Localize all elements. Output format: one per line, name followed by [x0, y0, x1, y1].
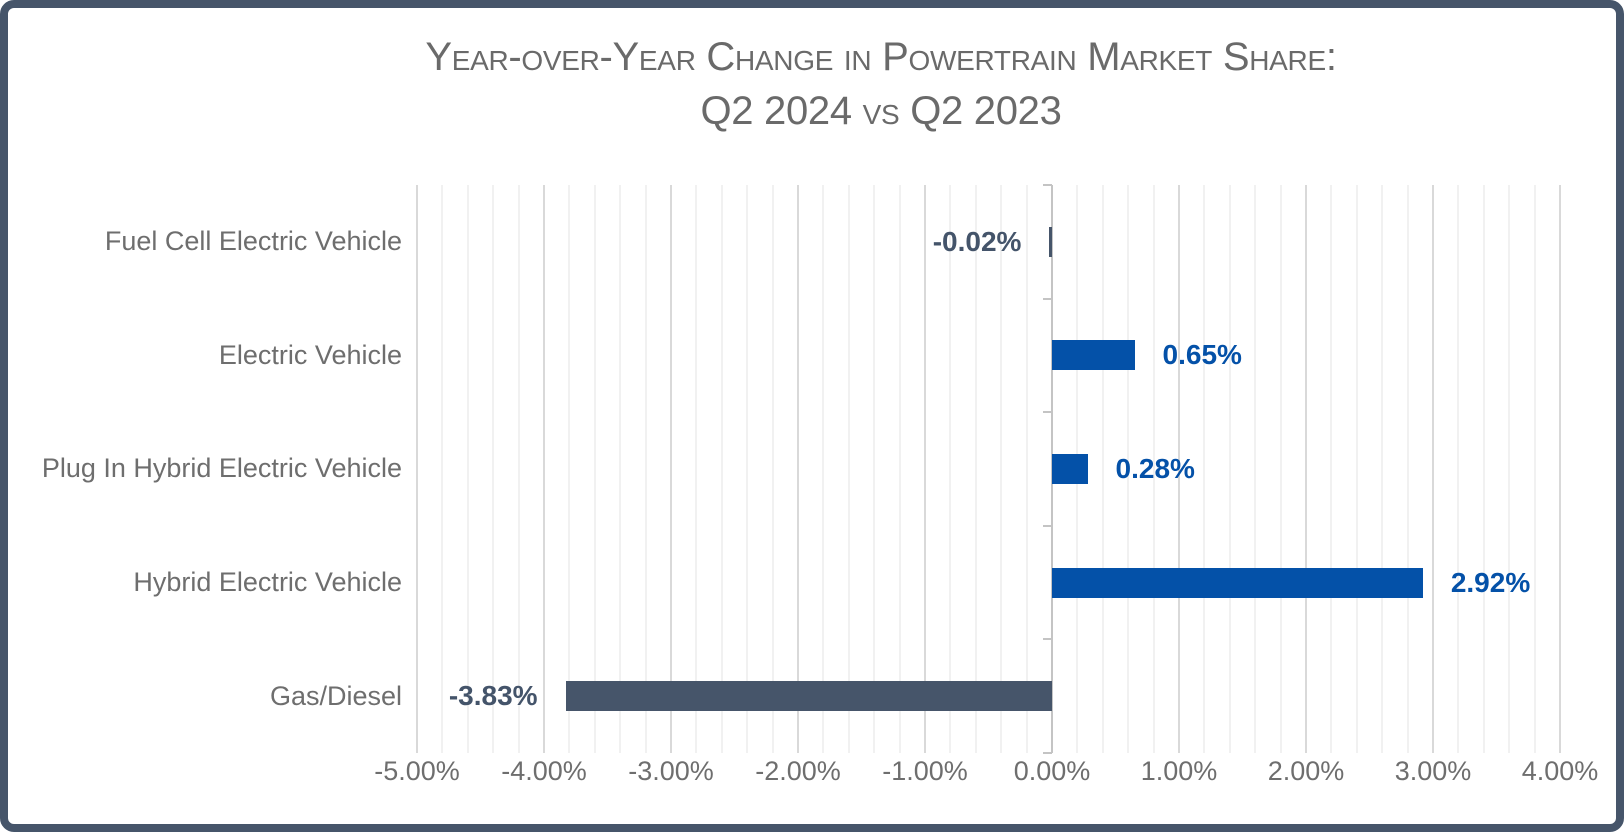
- gridline-minor: [847, 185, 850, 753]
- gridline-minor: [695, 185, 698, 753]
- gridline-minor: [1025, 185, 1028, 753]
- axis-tick: [1043, 411, 1052, 414]
- gridline-minor: [1000, 185, 1003, 753]
- chart-title: Year-over-Year Change in Powertrain Mark…: [158, 30, 1604, 138]
- gridline-major: [670, 185, 672, 753]
- gridline-minor: [873, 185, 876, 753]
- plot-area: -0.02% 0.65% 0.28% 2.92% -3.83%: [416, 184, 1561, 754]
- gridline-minor: [974, 185, 977, 753]
- gridline-minor: [1533, 185, 1536, 753]
- gridline-minor: [517, 185, 520, 753]
- gridline-major: [1432, 185, 1434, 753]
- category-label: Hybrid Electric Vehicle: [133, 567, 402, 598]
- x-tick-label: 2.00%: [1267, 756, 1345, 786]
- gridline-minor: [619, 185, 622, 753]
- gridline-minor: [1203, 185, 1206, 753]
- x-tick-label: -4.00%: [501, 756, 587, 786]
- gridline-minor: [492, 185, 495, 753]
- axis-tick: [1043, 524, 1052, 527]
- gridline-minor: [746, 185, 749, 753]
- axis-tick: [1043, 184, 1052, 186]
- value-label: 2.92%: [1450, 566, 1531, 598]
- gridline-minor: [1228, 185, 1231, 753]
- value-label: -0.02%: [932, 225, 1022, 257]
- gridline-minor: [949, 185, 952, 753]
- gridline-major: [924, 185, 926, 753]
- gridline-minor: [1254, 185, 1257, 753]
- gridline-minor: [1508, 185, 1511, 753]
- gridline-minor: [1330, 185, 1333, 753]
- gridline-minor: [898, 185, 901, 753]
- chart-title-line2: Q2 2024 vs Q2 2023: [700, 89, 1062, 133]
- gridline-minor: [1152, 185, 1155, 753]
- category-axis: Fuel Cell Electric Vehicle Electric Vehic…: [36, 185, 402, 753]
- gridline-minor: [1381, 185, 1384, 753]
- gridline-major: [1305, 185, 1307, 753]
- value-axis: -5.00% -4.00% -3.00% -2.00% -1.00% 0.00% 1.00%…: [374, 756, 1598, 790]
- category-label: Fuel Cell Electric Vehicle: [104, 226, 402, 257]
- gridline-minor: [1457, 185, 1460, 753]
- bar-positive: [1052, 340, 1135, 371]
- gridline-minor: [644, 185, 647, 753]
- gridline-minor: [1482, 185, 1485, 753]
- category-label: Electric Vehicle: [218, 339, 402, 370]
- gridline-major: [416, 185, 418, 753]
- bar-positive: [1052, 454, 1088, 484]
- gridline-major: [797, 185, 799, 753]
- gridline-minor: [771, 185, 774, 753]
- bar-negative: [1049, 226, 1052, 257]
- x-tick-label: -1.00%: [882, 756, 968, 786]
- x-tick-label: 0.00%: [1013, 756, 1091, 786]
- axis-tick: [1043, 638, 1052, 641]
- gridline-minor: [593, 185, 596, 753]
- x-tick-label: -5.00%: [374, 756, 460, 786]
- chart-title-line1: Year-over-Year Change in Powertrain Mark…: [425, 35, 1337, 79]
- gridline-minor: [441, 185, 444, 753]
- gridline-major: [1559, 185, 1561, 753]
- gridline-minor: [1127, 185, 1130, 753]
- axis-tick: [1043, 297, 1052, 300]
- gridline-minor: [1406, 185, 1409, 753]
- value-label: 0.65%: [1162, 339, 1242, 371]
- gridline-minor: [568, 185, 571, 753]
- gridline-minor: [1355, 185, 1358, 753]
- x-tick-label: 3.00%: [1394, 756, 1472, 786]
- category-label: Plug In Hybrid Electric Vehicle: [41, 453, 402, 484]
- gridline-minor: [720, 185, 723, 753]
- value-label: -3.83%: [448, 680, 538, 712]
- gridline-major: [543, 185, 545, 753]
- bar-positive: [1052, 567, 1423, 598]
- category-label: Gas/Diesel: [269, 680, 402, 711]
- gridline-minor: [1101, 185, 1104, 753]
- gridline-minor: [822, 185, 825, 753]
- gridline-major: [1178, 185, 1180, 753]
- x-tick-label: -3.00%: [628, 756, 714, 786]
- axis-tick: [1043, 752, 1052, 754]
- x-tick-label: 4.00%: [1521, 756, 1599, 786]
- x-tick-label: -2.00%: [755, 756, 841, 786]
- value-label: 0.28%: [1115, 453, 1195, 484]
- gridline-minor: [466, 185, 469, 753]
- gridline-minor: [1279, 185, 1282, 753]
- x-tick-label: 1.00%: [1140, 756, 1218, 786]
- bar-negative: [565, 681, 1052, 712]
